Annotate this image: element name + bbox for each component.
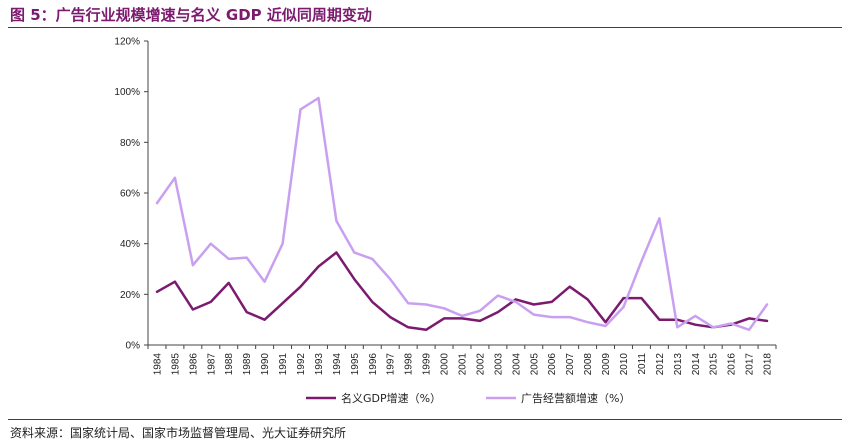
source-note: 资料来源：国家统计局、国家市场监督管理局、光大证券研究所 bbox=[10, 426, 347, 440]
y-tick-label: 60% bbox=[120, 189, 140, 200]
x-tick-label: 2016 bbox=[727, 353, 738, 376]
x-tick-label: 1992 bbox=[296, 353, 307, 376]
x-tick-label: 2015 bbox=[709, 353, 720, 376]
title-divider bbox=[8, 27, 842, 28]
x-tick-label: 2000 bbox=[440, 353, 451, 376]
x-tick-label: 2010 bbox=[619, 353, 630, 376]
x-tick-label: 1996 bbox=[368, 353, 379, 376]
x-tick-label: 2003 bbox=[493, 353, 504, 376]
x-tick-label: 1999 bbox=[422, 353, 433, 376]
x-tick-label: 1990 bbox=[260, 353, 271, 376]
series-lines bbox=[155, 96, 769, 332]
x-tick-label: 1997 bbox=[386, 353, 397, 376]
x-tick-label: 2008 bbox=[583, 353, 594, 376]
x-tick-label: 1987 bbox=[206, 353, 217, 376]
x-tick-label: 1991 bbox=[278, 353, 289, 376]
x-tick-label: 1998 bbox=[404, 353, 415, 376]
x-tick-label: 2001 bbox=[458, 353, 469, 376]
axes: 0% 20% 40% 60% 80% 100% 120% 1984 1985 1986 1987 19… bbox=[114, 37, 777, 376]
x-tick-label: 1989 bbox=[242, 353, 253, 376]
legend: 名义GDP增速（%） 广告经营额增速（%） bbox=[306, 391, 630, 405]
ad-revenue-growth-line bbox=[155, 96, 769, 332]
y-tick-label: 20% bbox=[120, 290, 140, 301]
y-tick-label: 100% bbox=[114, 87, 140, 98]
x-tick-label: 2018 bbox=[763, 353, 774, 376]
x-tick-label: 1984 bbox=[152, 353, 163, 376]
legend-label: 广告经营额增速（%） bbox=[521, 391, 630, 405]
x-tick-label: 1993 bbox=[314, 353, 325, 376]
legend-label: 名义GDP增速（%） bbox=[341, 391, 441, 405]
x-tick-label: 2011 bbox=[637, 353, 648, 375]
x-tick-label: 1994 bbox=[332, 353, 343, 376]
x-tick-label: 2014 bbox=[691, 353, 702, 376]
figure-title: 图 5：广告行业规模增速与名义 GDP 近似同周期变动 bbox=[10, 6, 372, 24]
x-tick-label: 1995 bbox=[350, 353, 361, 376]
y-tick-label: 80% bbox=[120, 138, 140, 149]
x-tick-label: 2017 bbox=[745, 353, 756, 376]
y-tick-label: 0% bbox=[126, 341, 141, 352]
source-divider bbox=[8, 419, 842, 420]
x-tick-label: 2009 bbox=[601, 353, 612, 376]
y-tick-label: 120% bbox=[114, 37, 140, 48]
x-tick-label: 2004 bbox=[511, 353, 522, 376]
x-tick-label: 2007 bbox=[565, 353, 576, 376]
x-tick-label: 2006 bbox=[547, 353, 558, 376]
x-tick-label: 2002 bbox=[475, 353, 486, 376]
x-tick-label: 1986 bbox=[188, 353, 199, 376]
x-tick-label: 2005 bbox=[529, 353, 540, 376]
x-tick-label: 2013 bbox=[673, 353, 684, 376]
x-tick-label: 2012 bbox=[655, 353, 666, 376]
gdp-growth-line bbox=[155, 251, 769, 332]
x-tick-label: 1988 bbox=[224, 353, 235, 376]
y-tick-label: 40% bbox=[120, 239, 140, 250]
x-tick-label: 1985 bbox=[170, 353, 181, 376]
